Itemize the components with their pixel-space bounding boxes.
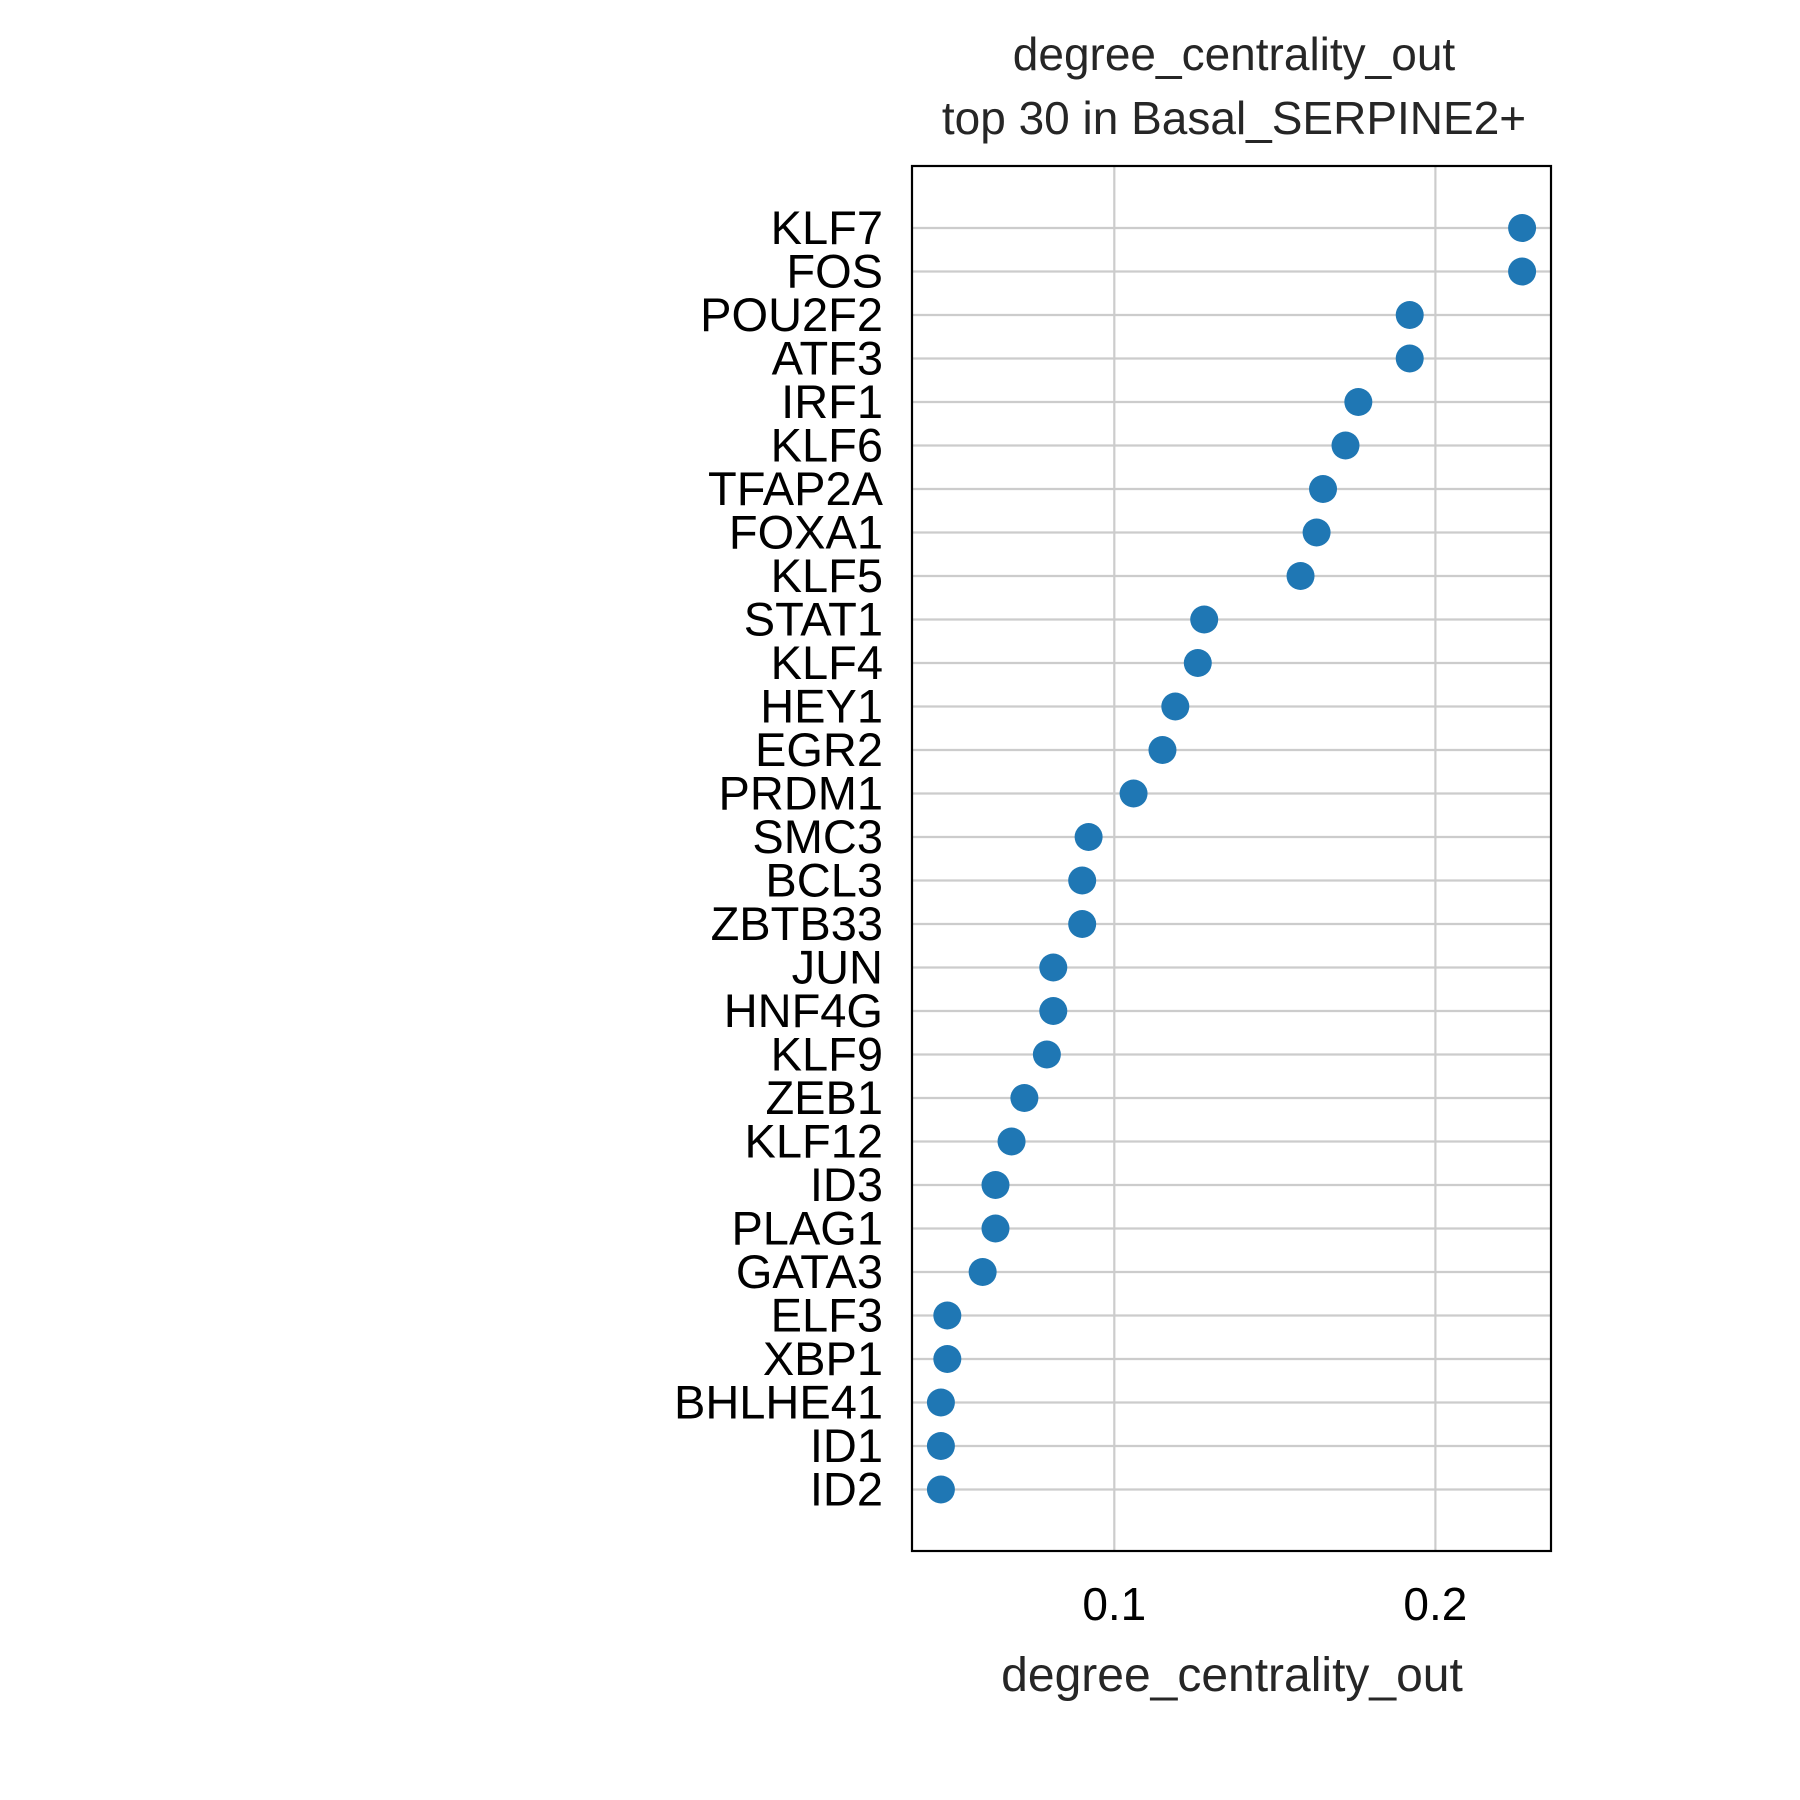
y-tick-label: ELF3 (771, 1289, 883, 1342)
y-tick-label: PLAG1 (731, 1202, 883, 1255)
data-point (1148, 736, 1177, 764)
data-point (1286, 562, 1315, 590)
grid-lines (912, 166, 1551, 1551)
data-point (1010, 1084, 1039, 1112)
y-tick-label: PRDM1 (718, 767, 883, 820)
y-tick-label: ZBTB33 (711, 897, 883, 950)
y-tick-label: EGR2 (755, 723, 883, 776)
y-tick-label: JUN (792, 941, 883, 994)
data-point (1331, 431, 1360, 460)
y-tick-label: FOS (786, 245, 883, 298)
x-axis-label: degree_centrality_out (1001, 1649, 1463, 1702)
y-tick-label: ID3 (810, 1158, 883, 1211)
y-tick-label: HEY1 (760, 680, 883, 733)
y-tick-label: BCL3 (765, 854, 883, 907)
data-point (968, 1258, 997, 1286)
y-tick-label: ZEB1 (765, 1071, 883, 1124)
data-point (981, 1214, 1010, 1243)
data-point (1508, 257, 1537, 286)
y-tick-label: BHLHE41 (674, 1376, 883, 1429)
data-point (1183, 649, 1212, 677)
y-tick-label: KLF9 (771, 1028, 883, 1081)
data-point (933, 1301, 962, 1330)
y-tick-label: POU2F2 (700, 288, 883, 341)
y-tick-label: ID2 (810, 1463, 883, 1516)
x-tick-label: 0.1 (1082, 1578, 1146, 1630)
y-tick-label: KLF6 (771, 419, 883, 472)
x-tick-label: 0.2 (1403, 1578, 1467, 1630)
data-point (1190, 605, 1219, 634)
data-point (1039, 953, 1068, 982)
y-tick-label: GATA3 (736, 1245, 883, 1298)
y-tick-label: KLF12 (745, 1115, 883, 1168)
data-point (926, 1432, 955, 1460)
y-tick-label: KLF7 (771, 201, 883, 254)
y-tick-label: ATF3 (772, 332, 883, 385)
data-point (926, 1388, 955, 1417)
data-point (1039, 997, 1068, 1025)
y-tick-label: XBP1 (763, 1332, 883, 1385)
data-point (1395, 344, 1424, 373)
y-tick-label: TFAP2A (708, 462, 884, 515)
data-point (1309, 475, 1338, 503)
y-tick-label: KLF4 (771, 636, 883, 689)
data-point (926, 1475, 955, 1504)
y-tick-label: FOXA1 (729, 506, 883, 559)
data-point (1161, 692, 1190, 721)
data-point (997, 1127, 1026, 1156)
category-labels: KLF7FOSPOU2F2ATF3IRF1KLF6TFAP2AFOXA1KLF5… (674, 201, 884, 1516)
data-point (1395, 301, 1424, 329)
data-point (1032, 1040, 1061, 1069)
data-point (1119, 779, 1148, 808)
y-tick-label: STAT1 (744, 593, 883, 646)
chart-title-line-2: top 30 in Basal_SERPINE2+ (942, 92, 1526, 144)
y-tick-label: IRF1 (781, 375, 883, 428)
data-points (926, 214, 1537, 1504)
x-tick-labels: 0.1 0.2 (1082, 1578, 1467, 1630)
data-point (1302, 518, 1331, 547)
data-point (1508, 214, 1537, 242)
chart-title-line-1: degree_centrality_out (1013, 28, 1456, 80)
data-point (1344, 388, 1373, 416)
plot-frame (910, 164, 1553, 1553)
data-point (1068, 910, 1097, 938)
data-point (1074, 823, 1103, 851)
data-point (981, 1171, 1010, 1199)
y-tick-label: KLF5 (771, 549, 883, 602)
data-point (933, 1345, 962, 1373)
data-point (1068, 866, 1097, 895)
y-tick-label: SMC3 (752, 810, 883, 863)
y-tick-label: HNF4G (724, 984, 883, 1037)
y-tick-label: ID1 (810, 1419, 883, 1472)
